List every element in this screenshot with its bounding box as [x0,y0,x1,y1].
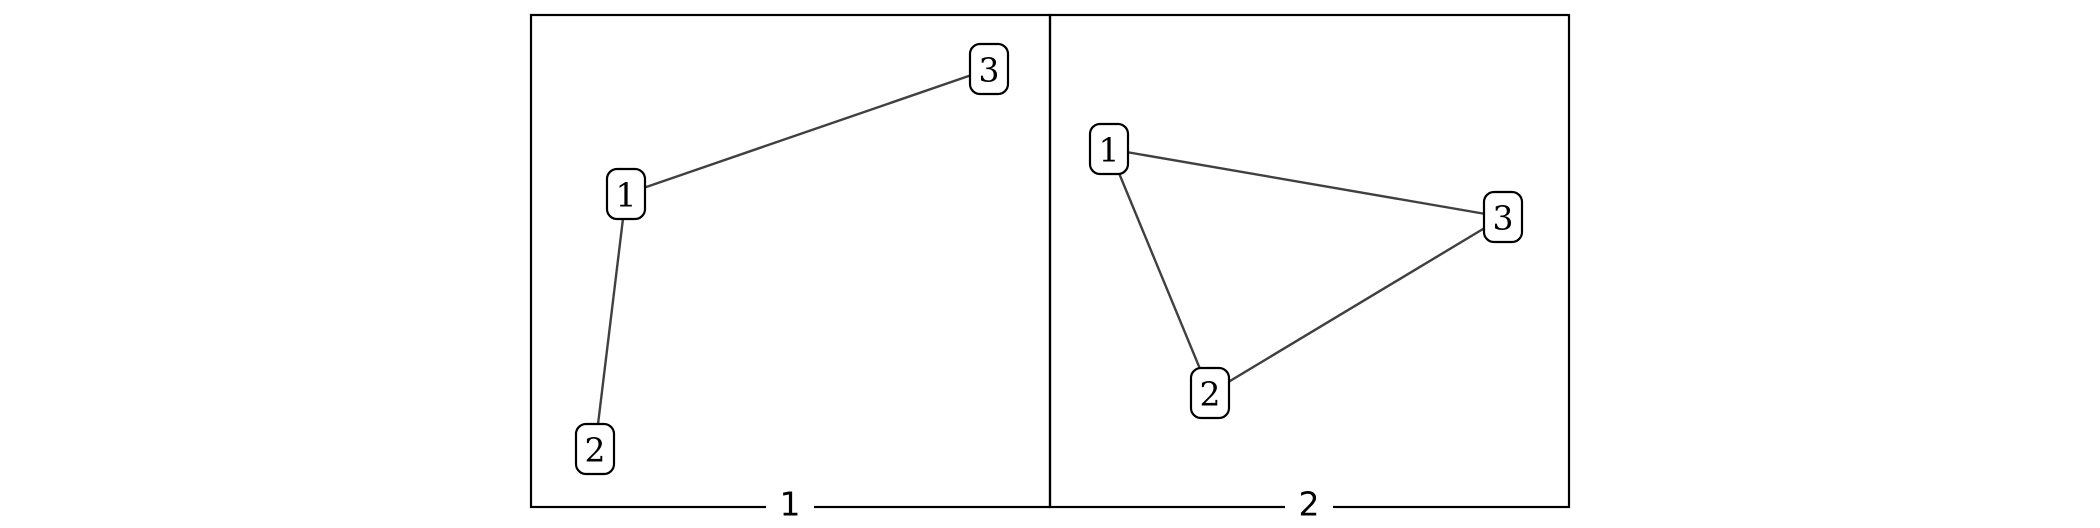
panel-2-edge-2-3 [1209,215,1504,395]
panel-1-label: 1 [780,485,801,524]
node-box [1482,190,1524,244]
panel-1-node-2: 2 [574,422,616,476]
node-box [605,167,647,221]
node-label: 1 [1099,131,1120,170]
panel-2-edges [1107,147,1504,395]
panel-1-edges [593,67,990,450]
node-label: 1 [616,176,637,215]
node-box [574,422,616,476]
panel-2-frame [1048,13,1571,509]
panel-1-edge-1-3 [625,67,990,196]
panel-2-nodes: 1 2 3 [1088,122,1524,420]
node-label: 2 [585,431,606,470]
panel-2-edge-1-2 [1107,148,1212,394]
node-label: 3 [979,51,1000,90]
panel-2-node-1: 1 [1088,122,1130,176]
panel-1: 1 2 3 1 [529,13,1052,527]
node-label: 3 [1493,199,1514,238]
panel-1-node-3: 3 [968,42,1010,96]
node-box [1189,366,1231,420]
panel-2: 1 2 3 2 [1048,13,1571,527]
panel-2-edge-1-3 [1108,147,1504,219]
panel-1-edge-1-2 [593,193,628,450]
node-box [968,42,1010,96]
panel-1-node-1: 1 [605,167,647,221]
node-box [1088,122,1130,176]
node-label: 2 [1200,375,1221,414]
panel-1-nodes: 1 2 3 [574,42,1010,476]
panel-2-node-3: 3 [1482,190,1524,244]
panel-2-node-2: 2 [1189,366,1231,420]
panel-2-label: 2 [1299,485,1320,524]
